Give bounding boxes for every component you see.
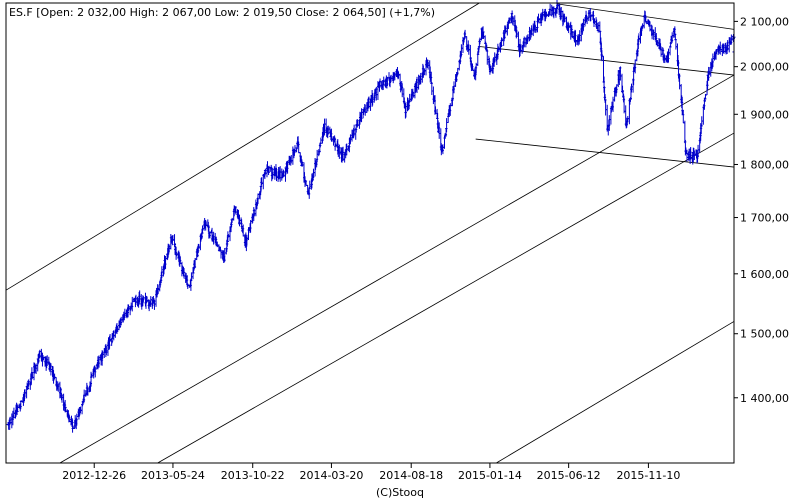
trend-line [5,2,480,291]
trend-line [157,132,735,464]
trend-line [59,74,735,464]
y-tick-label: 1 700,00 [740,212,789,225]
x-tick-label: 2015-11-10 [616,469,680,482]
trend-line [475,138,735,168]
y-tick-label: 1 600,00 [740,268,789,281]
y-tick-label: 1 500,00 [740,328,789,341]
x-tick-label: 2013-05-24 [141,469,205,482]
y-tick-label: 1 400,00 [740,392,789,405]
x-tick-label: 2015-06-12 [537,469,601,482]
y-tick-label: 2 000,00 [740,61,789,74]
x-axis: 2012-12-26 2013-05-24 2013-10-22 2014-03-20… [62,463,680,482]
trend-line [496,321,735,464]
plot-frame [5,2,735,464]
x-tick-label: 2012-12-26 [62,469,126,482]
y-tick-label: 1 900,00 [740,108,789,121]
x-tick-label: 2014-03-20 [299,469,363,482]
chart-title: ES.F [Open: 2 032,00 High: 2 067,00 Low:… [9,6,435,19]
x-tick-label: 2014-08-18 [379,469,443,482]
x-tick-label: 2015-01-14 [458,469,522,482]
ohlc-bars-layer [6,0,736,433]
y-tick-label: 2 100,00 [740,15,789,28]
y-axis: 1 400,00 1 500,00 1 600,00 1 700,00 1 800,00… [734,15,789,405]
x-tick-label: 2013-10-22 [221,469,285,482]
credit-label: (C)Stooq [376,486,424,499]
y-tick-label: 1 800,00 [740,158,789,171]
trend-lines-layer [5,2,735,464]
